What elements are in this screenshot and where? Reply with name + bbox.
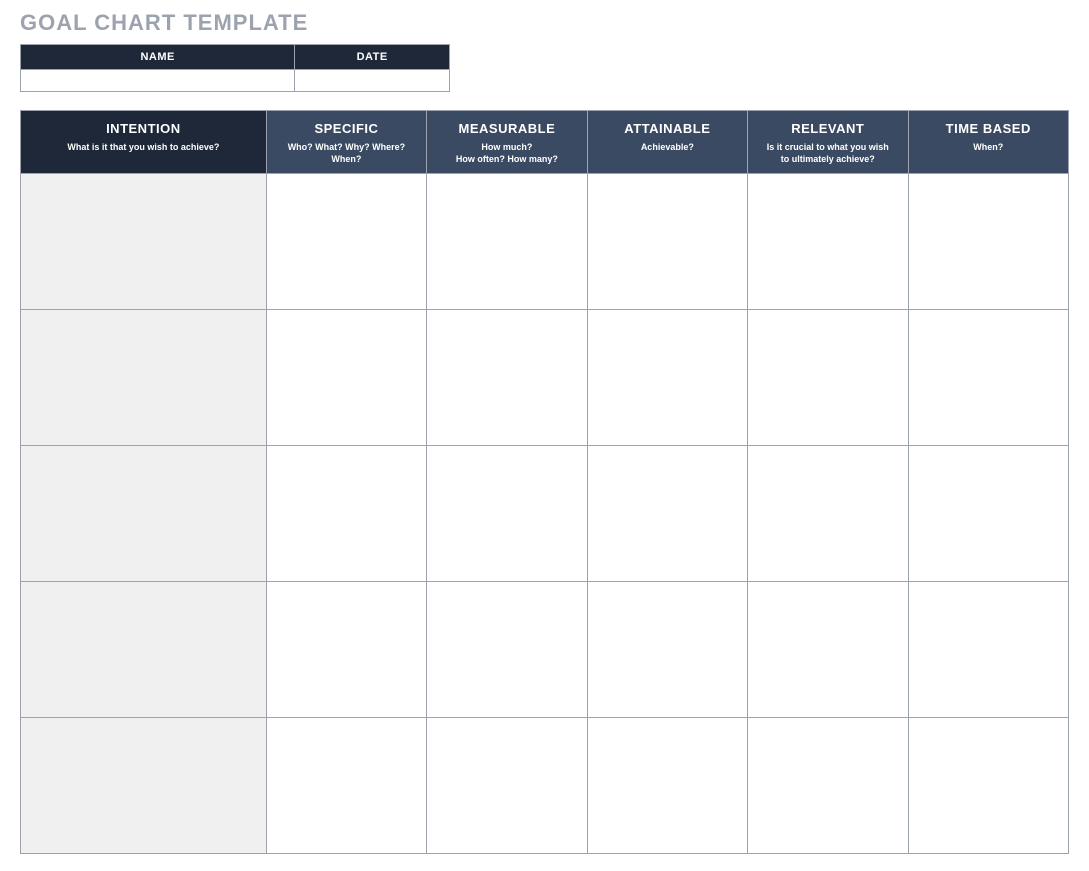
goal-table-body xyxy=(21,174,1069,854)
meta-header-name: NAME xyxy=(21,45,295,70)
goal-cell-measurable[interactable] xyxy=(427,718,587,854)
goal-cell-relevant[interactable] xyxy=(748,174,908,310)
goal-header-title-attainable: ATTAINABLE xyxy=(594,121,741,136)
goal-cell-measurable[interactable] xyxy=(427,582,587,718)
meta-table: NAME DATE xyxy=(20,44,450,92)
goal-table-header-row: INTENTION What is it that you wish to ach… xyxy=(21,111,1069,174)
goal-table: INTENTION What is it that you wish to ach… xyxy=(20,110,1069,854)
goal-cell-measurable[interactable] xyxy=(427,310,587,446)
table-row xyxy=(21,310,1069,446)
goal-cell-attainable[interactable] xyxy=(587,718,747,854)
goal-header-relevant: RELEVANT Is it crucial to what you wish t… xyxy=(748,111,908,174)
table-row xyxy=(21,582,1069,718)
goal-cell-attainable[interactable] xyxy=(587,446,747,582)
goal-cell-specific[interactable] xyxy=(266,582,426,718)
goal-header-subtitle-relevant: Is it crucial to what you wish to ultima… xyxy=(754,142,901,165)
goal-cell-relevant[interactable] xyxy=(748,582,908,718)
meta-header-date: DATE xyxy=(295,45,450,70)
goal-cell-attainable[interactable] xyxy=(587,174,747,310)
goal-cell-intention[interactable] xyxy=(21,174,267,310)
goal-cell-attainable[interactable] xyxy=(587,582,747,718)
goal-cell-specific[interactable] xyxy=(266,718,426,854)
goal-cell-measurable[interactable] xyxy=(427,446,587,582)
goal-cell-relevant[interactable] xyxy=(748,310,908,446)
goal-header-subtitle-measurable: How much? How often? How many? xyxy=(433,142,580,165)
goal-header-subtitle-specific: Who? What? Why? Where? When? xyxy=(273,142,420,165)
page-title: GOAL CHART TEMPLATE xyxy=(20,10,1069,36)
table-row xyxy=(21,718,1069,854)
goal-header-specific: SPECIFIC Who? What? Why? Where? When? xyxy=(266,111,426,174)
goal-header-attainable: ATTAINABLE Achievable? xyxy=(587,111,747,174)
goal-header-title-intention: INTENTION xyxy=(27,121,260,136)
goal-header-timebased: TIME BASED When? xyxy=(908,111,1068,174)
goal-cell-specific[interactable] xyxy=(266,174,426,310)
goal-cell-timebased[interactable] xyxy=(908,446,1068,582)
goal-cell-intention[interactable] xyxy=(21,446,267,582)
table-row xyxy=(21,174,1069,310)
goal-cell-intention[interactable] xyxy=(21,718,267,854)
meta-value-date[interactable] xyxy=(295,70,450,92)
goal-cell-timebased[interactable] xyxy=(908,174,1068,310)
meta-value-name[interactable] xyxy=(21,70,295,92)
goal-cell-timebased[interactable] xyxy=(908,310,1068,446)
table-row xyxy=(21,446,1069,582)
goal-cell-attainable[interactable] xyxy=(587,310,747,446)
goal-header-title-specific: SPECIFIC xyxy=(273,121,420,136)
goal-header-subtitle-attainable: Achievable? xyxy=(594,142,741,154)
goal-header-subtitle-intention: What is it that you wish to achieve? xyxy=(27,142,260,154)
goal-header-title-relevant: RELEVANT xyxy=(754,121,901,136)
goal-header-intention: INTENTION What is it that you wish to ach… xyxy=(21,111,267,174)
goal-header-title-measurable: MEASURABLE xyxy=(433,121,580,136)
goal-header-measurable: MEASURABLE How much? How often? How many? xyxy=(427,111,587,174)
goal-cell-specific[interactable] xyxy=(266,446,426,582)
goal-cell-timebased[interactable] xyxy=(908,582,1068,718)
goal-cell-specific[interactable] xyxy=(266,310,426,446)
goal-header-title-timebased: TIME BASED xyxy=(915,121,1062,136)
goal-header-subtitle-timebased: When? xyxy=(915,142,1062,154)
goal-cell-timebased[interactable] xyxy=(908,718,1068,854)
goal-cell-measurable[interactable] xyxy=(427,174,587,310)
goal-cell-relevant[interactable] xyxy=(748,718,908,854)
goal-cell-intention[interactable] xyxy=(21,310,267,446)
goal-cell-intention[interactable] xyxy=(21,582,267,718)
goal-cell-relevant[interactable] xyxy=(748,446,908,582)
